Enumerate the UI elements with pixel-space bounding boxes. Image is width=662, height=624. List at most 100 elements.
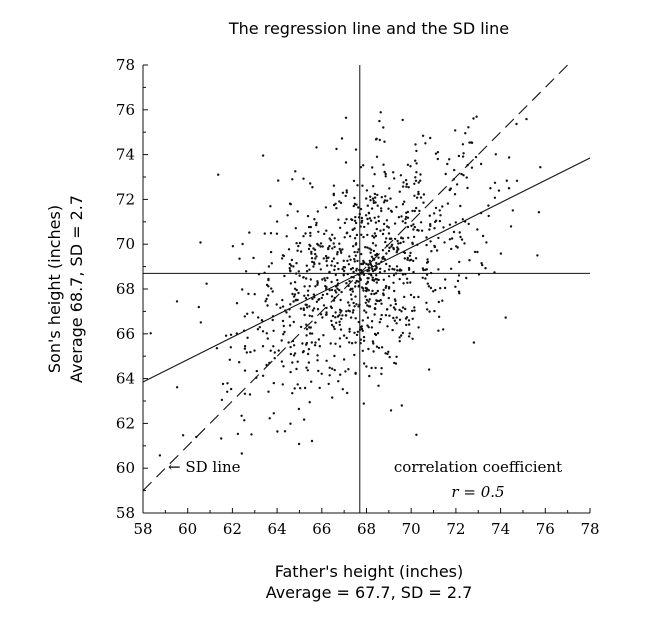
data-point xyxy=(362,164,365,167)
data-point xyxy=(327,382,330,386)
data-point xyxy=(417,181,420,184)
data-point xyxy=(316,242,319,246)
data-point xyxy=(346,391,349,395)
data-point xyxy=(480,262,483,265)
data-point xyxy=(310,250,313,254)
data-point xyxy=(375,137,378,140)
x-tick-label: 72 xyxy=(446,520,465,538)
data-point xyxy=(379,111,382,114)
data-point xyxy=(342,273,345,276)
data-point xyxy=(384,172,387,176)
data-point xyxy=(330,319,333,323)
data-point xyxy=(341,314,344,317)
data-point xyxy=(441,205,444,208)
data-point xyxy=(345,310,348,313)
data-point xyxy=(337,218,340,221)
data-point xyxy=(367,300,370,303)
data-point xyxy=(353,305,356,308)
data-point xyxy=(349,316,353,319)
data-point xyxy=(392,306,396,309)
data-point xyxy=(409,251,412,255)
data-point xyxy=(325,313,328,316)
data-point xyxy=(288,315,291,318)
data-point xyxy=(365,262,368,266)
data-point xyxy=(371,166,374,169)
data-point xyxy=(309,244,312,248)
data-point xyxy=(306,352,310,356)
data-point xyxy=(382,228,385,231)
data-point xyxy=(406,163,410,166)
data-point xyxy=(258,326,261,329)
data-point xyxy=(366,222,370,225)
data-point xyxy=(308,305,311,308)
data-point xyxy=(344,314,348,317)
data-point xyxy=(333,268,336,272)
data-point xyxy=(400,404,403,407)
data-point xyxy=(322,334,325,337)
data-point xyxy=(325,229,328,232)
data-point xyxy=(376,193,379,197)
data-point xyxy=(272,345,275,348)
data-point xyxy=(347,368,350,371)
data-point xyxy=(321,278,324,281)
data-point xyxy=(305,306,309,309)
data-point xyxy=(355,303,358,306)
data-point xyxy=(339,201,343,205)
data-point xyxy=(298,274,301,277)
data-point xyxy=(281,305,285,308)
plot-area: 58 60 62 64 66 68 70 72 74 76 78 58 60 62 64 66 68 70 72 7… xyxy=(116,56,600,538)
data-point xyxy=(323,232,326,236)
data-point xyxy=(377,215,380,218)
y-tick-label: 78 xyxy=(116,56,135,74)
sd-line xyxy=(142,64,569,491)
data-point xyxy=(373,292,376,296)
data-point xyxy=(389,409,393,412)
data-point xyxy=(354,372,357,375)
data-point xyxy=(321,245,324,248)
data-point xyxy=(395,322,398,325)
data-point xyxy=(289,282,293,285)
data-point xyxy=(307,361,311,364)
data-point xyxy=(366,204,369,207)
data-point xyxy=(373,232,376,235)
data-point xyxy=(396,239,399,243)
data-point xyxy=(470,141,474,144)
data-point xyxy=(400,334,403,337)
data-point xyxy=(253,349,256,352)
data-point xyxy=(364,246,367,249)
data-point xyxy=(240,452,243,455)
data-point xyxy=(238,257,241,260)
data-point xyxy=(270,287,273,290)
data-point xyxy=(291,292,294,296)
data-point xyxy=(224,334,228,337)
data-point xyxy=(384,240,387,244)
data-point xyxy=(353,196,356,200)
y-tick-label: 68 xyxy=(116,280,135,298)
data-point xyxy=(340,137,344,140)
data-point xyxy=(373,192,377,196)
data-point xyxy=(243,315,246,318)
data-point xyxy=(454,285,457,288)
data-point xyxy=(333,237,336,240)
data-point xyxy=(371,267,374,271)
data-point xyxy=(366,233,369,237)
data-point xyxy=(404,307,407,311)
data-point xyxy=(403,257,406,260)
data-point xyxy=(387,296,390,300)
data-point xyxy=(353,353,356,357)
data-point xyxy=(371,234,374,238)
data-point xyxy=(357,280,360,283)
data-point xyxy=(509,225,513,228)
data-point xyxy=(318,345,321,348)
data-point xyxy=(389,197,392,200)
data-point xyxy=(444,278,447,281)
data-point xyxy=(419,179,422,182)
data-point xyxy=(419,196,423,199)
data-point xyxy=(329,342,332,345)
data-point xyxy=(246,336,249,339)
data-point xyxy=(370,248,373,251)
data-point xyxy=(342,259,345,262)
data-point xyxy=(439,287,442,290)
data-point xyxy=(336,261,339,265)
data-point xyxy=(350,342,354,345)
